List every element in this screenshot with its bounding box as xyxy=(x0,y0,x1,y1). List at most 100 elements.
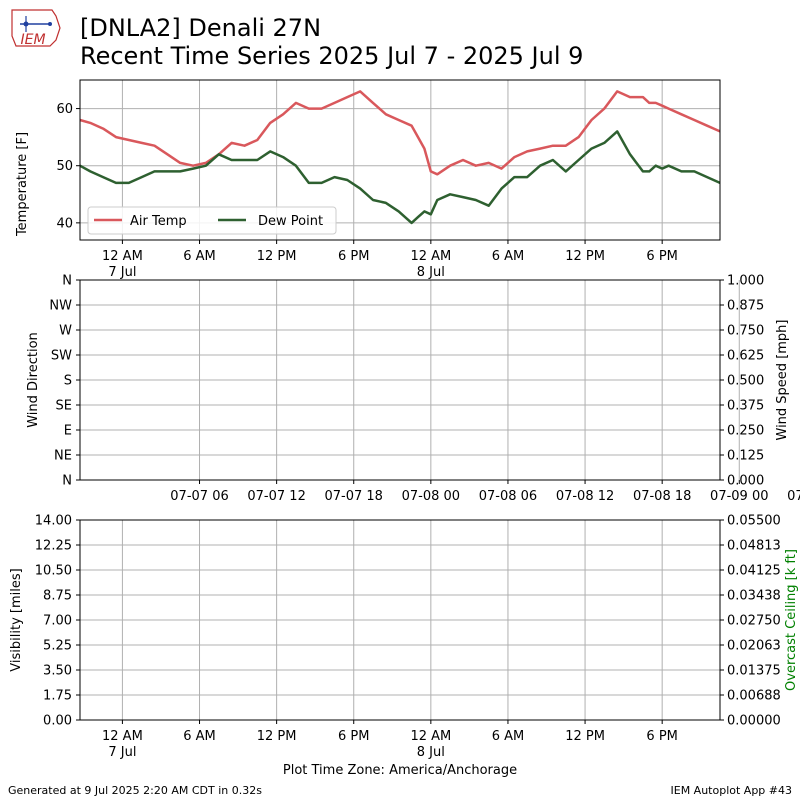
temperature-xtick-date: 7 Jul xyxy=(108,265,136,280)
wind-xtick-label: 07-07 06 xyxy=(170,489,228,504)
app-credit: IEM Autoplot App #43 xyxy=(670,784,793,797)
wind-xtick-label: 07-08 06 xyxy=(479,489,537,504)
temperature-xtick-date: 8 Jul xyxy=(417,265,445,280)
visibility-tick-label: 3.50 xyxy=(43,664,72,679)
ceiling-tick-label: 0.02750 xyxy=(727,614,781,629)
logo-text: IEM xyxy=(20,32,45,48)
visibility-panel: 0.001.753.505.257.008.7510.5012.2514.00 … xyxy=(9,514,799,761)
wind-speed-tick-label: 0.625 xyxy=(727,349,764,364)
ceiling-tick-label: 0.00000 xyxy=(727,714,781,729)
temperature-ytick-label: 60 xyxy=(56,102,73,117)
temperature-axes-frame xyxy=(79,79,721,241)
temperature-y-ticks: 40 50 60 xyxy=(56,102,80,231)
ceiling-tick-label: 0.04125 xyxy=(727,564,781,579)
temperature-xtick-label: 12 PM xyxy=(257,249,297,264)
temperature-legend: Air Temp Dew Point xyxy=(87,206,337,235)
wind-speed-tick-label: 0.250 xyxy=(727,424,764,439)
wind-speed-tick-label: 0.750 xyxy=(727,324,764,339)
ceiling-tick-label: 0.05500 xyxy=(727,514,781,529)
temperature-ytick-label: 50 xyxy=(56,159,73,174)
wind-direction-tick-label: E xyxy=(64,424,72,439)
chart-subtitle: Recent Time Series 2025 Jul 7 - 2025 Jul… xyxy=(80,42,584,70)
temperature-xtick-label: 6 PM xyxy=(646,249,677,264)
wind-xtick-label: 07-09 00 xyxy=(710,489,768,504)
wind-speed-tick-label: 0.125 xyxy=(727,449,764,464)
temperature-ytick-label: 40 xyxy=(56,216,73,231)
ceiling-tick-label: 0.03438 xyxy=(727,589,781,604)
generated-timestamp: Generated at 9 Jul 2025 2:20 AM CDT in 0… xyxy=(8,784,262,797)
wind-xtick-label: 07-07 12 xyxy=(247,489,305,504)
visibility-xtick-label: 12 PM xyxy=(565,729,605,744)
ceiling-y-ticks: 0.00000 0.00688 0.01375 0.02063 0.02750 0.034… xyxy=(720,514,781,729)
temperature-xtick-label: 6 AM xyxy=(183,249,216,264)
temperature-xtick-label: 12 AM xyxy=(410,249,451,264)
visibility-tick-label: 10.50 xyxy=(35,564,72,579)
dew-point-line xyxy=(79,130,721,225)
wind-speed-tick-label: 1.000 xyxy=(727,274,764,289)
temperature-xtick-label: 6 PM xyxy=(338,249,369,264)
temperature-lines xyxy=(79,90,721,225)
visibility-xtick-date: 7 Jul xyxy=(108,745,136,760)
timezone-label: Plot Time Zone: America/Anchorage xyxy=(282,763,518,778)
visibility-xtick-label: 12 AM xyxy=(410,729,451,744)
wind-direction-tick-label: SW xyxy=(51,349,72,364)
visibility-tick-label: 1.75 xyxy=(43,689,72,704)
ceiling-tick-label: 0.04813 xyxy=(727,539,781,554)
wind-direction-tick-label: N xyxy=(62,274,72,289)
visibility-xtick-label: 12 PM xyxy=(257,729,297,744)
visibility-xtick-label: 6 AM xyxy=(183,729,216,744)
visibility-xtick-label: 6 AM xyxy=(492,729,525,744)
visibility-grid xyxy=(80,520,720,720)
visibility-y-ticks: 0.00 1.75 3.50 5.25 7.00 8.75 10.50 12.25 14.00 xyxy=(35,514,80,729)
temperature-xtick-label: 12 AM xyxy=(102,249,143,264)
visibility-tick-label: 8.75 xyxy=(43,589,72,604)
wind-direction-tick-label: N xyxy=(62,474,72,489)
wind-direction-ylabel: Wind Direction xyxy=(26,332,41,428)
visibility-xtick-label: 6 PM xyxy=(338,729,369,744)
visibility-xtick-date: 8 Jul xyxy=(417,745,445,760)
wind-xtick-label: 07-08 00 xyxy=(402,489,460,504)
visibility-tick-label: 0.00 xyxy=(43,714,72,729)
visibility-xtick-label: 6 PM xyxy=(646,729,677,744)
visibility-xtick-label: 12 AM xyxy=(102,729,143,744)
wind-xtick-label: 07-08 18 xyxy=(633,489,691,504)
wind-direction-tick-label: NW xyxy=(49,299,72,314)
visibility-ylabel: Visibility [miles] xyxy=(9,568,24,671)
wind-speed-tick-label: 0.375 xyxy=(727,399,764,414)
ceiling-tick-label: 0.01375 xyxy=(727,664,781,679)
legend-dew-point-label: Dew Point xyxy=(258,214,323,229)
visibility-tick-label: 12.25 xyxy=(35,539,72,554)
chart-title: [DNLA2] Denali 27N xyxy=(80,14,322,42)
wind-direction-ticks: N NE E SE S SW W NW N xyxy=(49,274,80,489)
wind-speed-tick-label: 0.000 xyxy=(727,474,764,489)
wind-speed-ticks: 0.000 0.125 0.250 0.375 0.500 0.625 0.750 0.875… xyxy=(720,274,764,489)
ceiling-ylabel: Overcast Ceiling [k ft] xyxy=(784,549,799,691)
wind-xtick-label: 07-08 12 xyxy=(556,489,614,504)
temperature-xtick-label: 12 PM xyxy=(565,249,605,264)
visibility-tick-label: 14.00 xyxy=(35,514,72,529)
wind-direction-tick-label: NE xyxy=(54,449,72,464)
temperature-ylabel: Temperature [F] xyxy=(15,132,30,237)
wind-xtick-label: 07-07 18 xyxy=(325,489,383,504)
iem-logo: IEM xyxy=(6,6,64,54)
wind-direction-tick-label: S xyxy=(64,374,72,389)
wind-speed-tick-label: 0.875 xyxy=(727,299,764,314)
iem-logo-graphic: IEM xyxy=(11,9,61,48)
legend-air-temp-label: Air Temp xyxy=(130,214,187,229)
wind-x-ticks: 07-07 06 07-07 12 07-07 18 07-08 00 07-08 06… xyxy=(170,480,800,504)
temperature-xtick-label: 6 AM xyxy=(492,249,525,264)
ceiling-tick-label: 0.02063 xyxy=(727,639,781,654)
ceiling-tick-label: 0.00688 xyxy=(727,689,781,704)
wind-speed-ylabel: Wind Speed [mph] xyxy=(775,320,790,441)
visibility-tick-label: 5.25 xyxy=(43,639,72,654)
wind-direction-tick-label: SE xyxy=(56,399,72,414)
wind-grid xyxy=(80,280,740,480)
wind-xtick-label: 07-09 06 xyxy=(787,489,800,504)
wind-speed-tick-label: 0.500 xyxy=(727,374,764,389)
wind-direction-tick-label: W xyxy=(59,324,72,339)
